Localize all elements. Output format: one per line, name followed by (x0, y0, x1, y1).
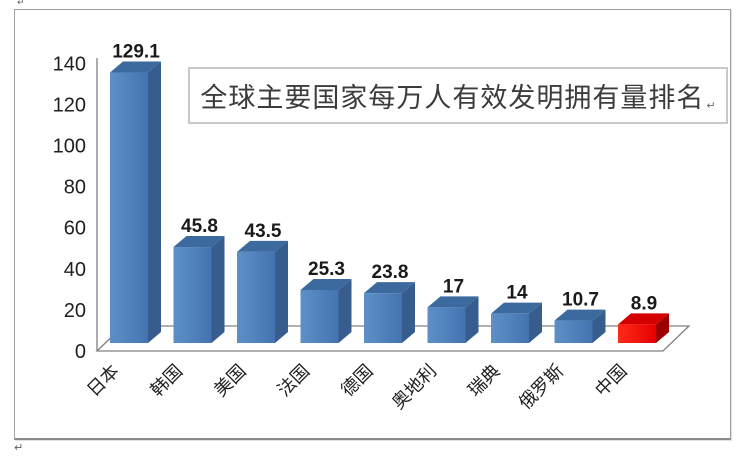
chart-title-box: 全球主要国家每万人有效发明拥有量排名 ↵ (188, 67, 728, 124)
bar (491, 302, 542, 343)
chart-object-frame: 0 20 40 60 80 100 120 140 129.1 日本 45.8 韩国 43.5 美国 25.… (14, 9, 731, 440)
bar-front-face (364, 293, 402, 343)
paragraph-mark-bottom: ↵ (14, 441, 24, 454)
bar (110, 61, 161, 344)
y-tick-label: 0 (75, 341, 86, 363)
bar (364, 282, 415, 343)
bar-top-face (554, 309, 606, 321)
bar-value-label: 14 (506, 283, 528, 304)
bar-front-face (554, 320, 593, 343)
bar (554, 309, 606, 343)
category-label: 德国 (337, 361, 377, 401)
y-tick-label: 100 (53, 136, 86, 158)
y-tick-label: 60 (64, 218, 86, 240)
bar-side-face (211, 236, 225, 343)
bar-top-face (173, 236, 225, 248)
title-paragraph-mark: ↵ (706, 99, 716, 112)
bar-top-face (110, 61, 161, 73)
y-tick-label: 80 (64, 177, 86, 199)
bar-front-face (300, 289, 339, 343)
bar-value-label: 10.7 (562, 290, 599, 311)
category-label: 俄罗斯 (515, 361, 567, 413)
bar-front-face (237, 251, 275, 343)
bar-side-face (402, 282, 415, 343)
bar-value-label: 43.5 (245, 221, 282, 242)
category-label: 法国 (274, 361, 314, 401)
bar-side-face (275, 240, 288, 343)
bar-side-face (592, 309, 606, 343)
bar-top-face (491, 302, 542, 314)
bar-side-face (148, 61, 161, 344)
bar-value-label: 45.8 (181, 216, 218, 237)
paragraph-mark-top: ↵ (17, 0, 25, 8)
bar-top-face (427, 296, 479, 308)
category-label: 瑞典 (464, 361, 504, 401)
y-tick-label: 140 (53, 53, 86, 75)
bar-side-face (656, 313, 669, 343)
y-tick-label: 120 (53, 94, 86, 116)
bar-front-face (427, 307, 466, 343)
category-label: 美国 (210, 361, 250, 401)
bar-side-face (338, 278, 352, 343)
bar-chart-plot-area: 0 20 40 60 80 100 120 140 129.1 日本 45.8 韩国 43.5 美国 25.… (53, 42, 691, 413)
category-label: 日本 (83, 361, 123, 401)
category-label: 韩国 (147, 361, 187, 401)
y-tick-label: 40 (64, 259, 86, 281)
bar-value-label: 17 (443, 276, 464, 297)
bar-top-face (364, 282, 415, 294)
bar-front-face (110, 72, 148, 344)
bar-value-label: 23.8 (372, 262, 409, 283)
bar (237, 240, 288, 343)
bar-front-face (173, 247, 212, 343)
bar-top-face (618, 313, 669, 325)
bar-top-face (237, 240, 288, 252)
bar (618, 313, 669, 343)
bar-value-label: 25.3 (308, 259, 345, 280)
bar-side-face (529, 302, 542, 343)
bar (300, 278, 352, 343)
bar-front-face (618, 324, 656, 343)
category-label: 奥地利 (388, 361, 440, 413)
bar-front-face (491, 313, 529, 343)
bar-value-label: 8.9 (631, 293, 657, 314)
bar (173, 236, 225, 343)
y-tick-label: 20 (64, 300, 86, 322)
category-label: 中国 (591, 361, 631, 401)
bar-side-face (465, 296, 479, 343)
bar-value-label: 129.1 (112, 42, 160, 63)
bar-top-face (300, 278, 352, 290)
chart-title: 全球主要国家每万人有效发明拥有量排名 (200, 83, 705, 113)
bar (427, 296, 479, 343)
